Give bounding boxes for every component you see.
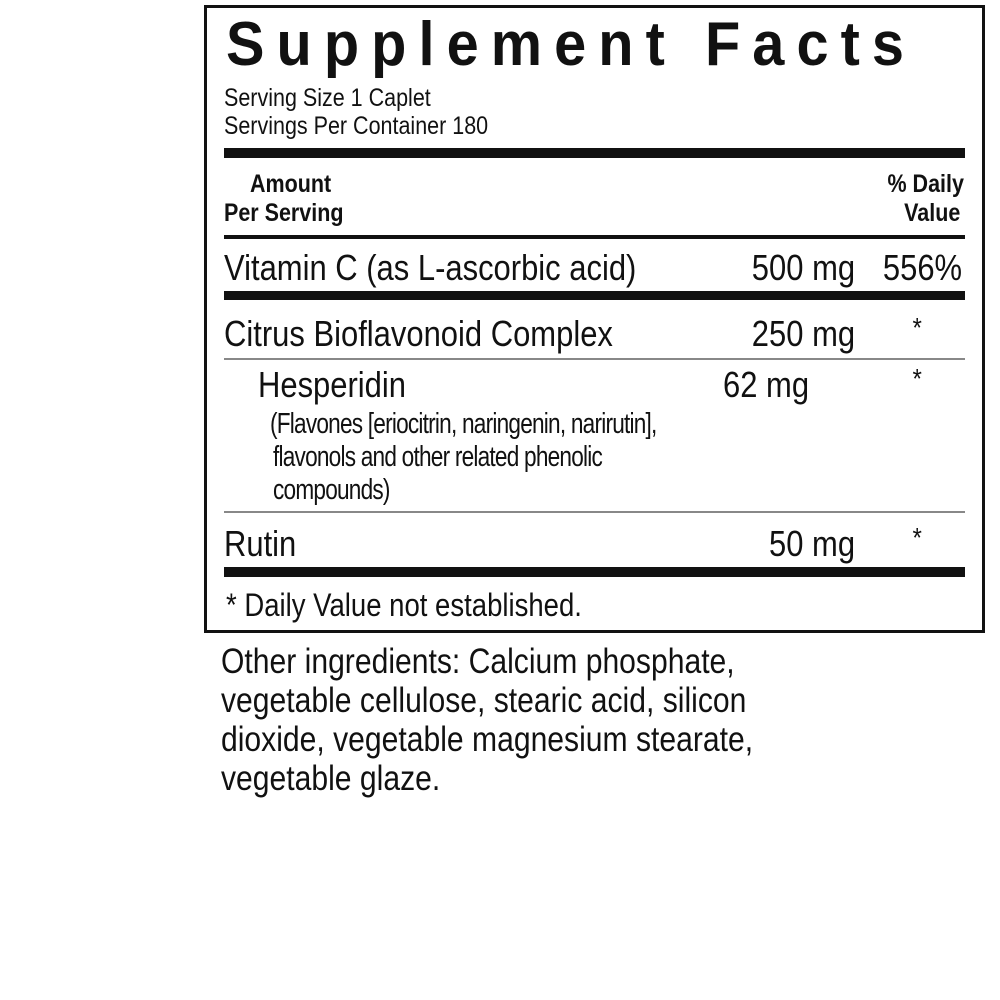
nutrient-amount: 62 mg (723, 364, 810, 405)
header-daily: % Daily (887, 170, 964, 198)
nutrient-note: compounds) (273, 474, 390, 506)
nutrient-amount: 50 mg (768, 523, 855, 564)
nutrient-name: Hesperidin (258, 364, 407, 405)
header-amount: Amount (250, 170, 332, 198)
serving-size: Serving Size 1 Caplet (224, 84, 431, 112)
nutrient-amount: 250 mg (751, 313, 855, 354)
nutrient-amount: 500 mg (751, 247, 855, 288)
header-value: Value (903, 199, 960, 227)
supplement-facts-panel (204, 5, 985, 633)
row-divider (224, 511, 965, 513)
other-ingredients-line: vegetable cellulose, stearic acid, silic… (221, 681, 747, 720)
other-ingredients-line: Other ingredients: Calcium phosphate, (221, 642, 735, 681)
nutrient-note: flavonols and other related phenolic (273, 441, 603, 473)
servings-per-container: Servings Per Container 180 (224, 112, 489, 140)
thick-divider (224, 291, 965, 300)
nutrient-note: (Flavones [eriocitrin, naringenin, narir… (270, 408, 657, 440)
divider (224, 235, 965, 239)
header-per-serving: Per Serving (224, 199, 344, 227)
nutrient-name: Rutin (224, 523, 297, 564)
nutrient-dv: * (912, 522, 922, 553)
footnote: * Daily Value not established. (226, 587, 582, 623)
other-ingredients-line: dioxide, vegetable magnesium stearate, (221, 720, 754, 759)
nutrient-name: Vitamin C (as L-ascorbic acid) (224, 247, 637, 288)
panel-title: Supplement Facts (226, 10, 917, 79)
nutrient-name: Citrus Bioflavonoid Complex (224, 313, 613, 354)
nutrient-dv: * (912, 363, 922, 394)
thick-divider (224, 567, 965, 577)
nutrient-dv: * (912, 312, 922, 343)
nutrient-dv: 556% (882, 247, 962, 288)
thick-divider (224, 148, 965, 158)
other-ingredients-line: vegetable glaze. (221, 759, 441, 798)
row-divider (224, 358, 965, 360)
